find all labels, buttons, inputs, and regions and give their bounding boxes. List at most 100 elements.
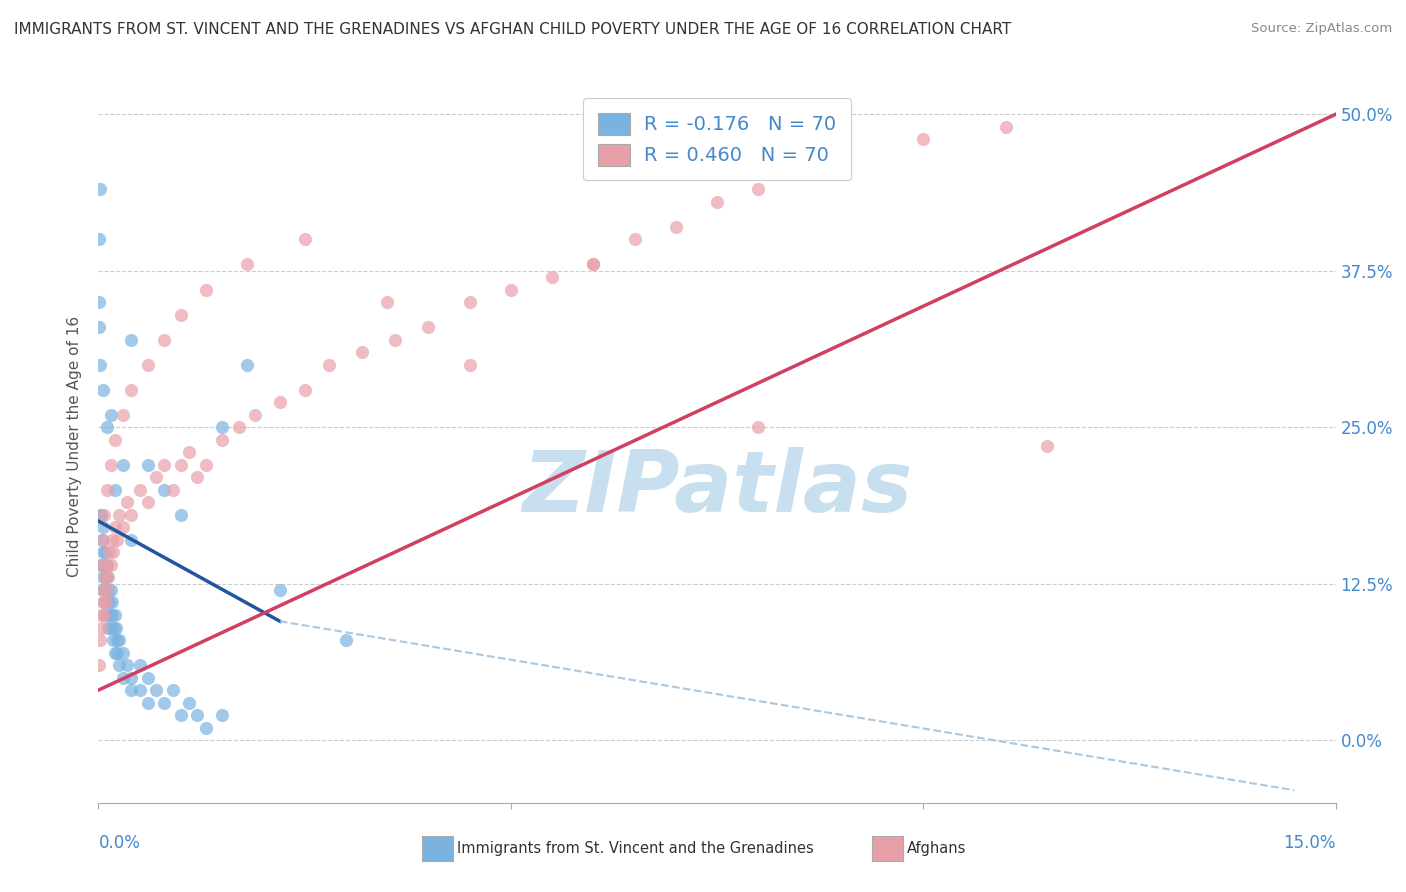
Point bbox=[90, 558, 112, 572]
Point bbox=[96, 582, 118, 597]
Point bbox=[269, 582, 291, 597]
Point bbox=[162, 483, 184, 497]
Point bbox=[93, 607, 115, 622]
Point bbox=[89, 295, 111, 310]
Text: Afghans: Afghans bbox=[907, 841, 966, 855]
Point bbox=[108, 658, 131, 673]
Point bbox=[194, 458, 217, 472]
Point bbox=[170, 508, 193, 522]
Text: 15.0%: 15.0% bbox=[1284, 834, 1336, 852]
Point bbox=[352, 345, 374, 359]
Point bbox=[747, 420, 769, 434]
Point bbox=[100, 595, 122, 609]
Point bbox=[91, 520, 114, 534]
Point bbox=[136, 358, 159, 372]
Point bbox=[1036, 439, 1059, 453]
Point bbox=[112, 458, 135, 472]
Point bbox=[541, 270, 564, 285]
Point bbox=[94, 582, 117, 597]
Point bbox=[418, 320, 440, 334]
Point bbox=[153, 483, 176, 497]
Point bbox=[375, 295, 398, 310]
Point bbox=[145, 683, 167, 698]
Point bbox=[236, 257, 259, 271]
Point bbox=[89, 358, 111, 372]
Point bbox=[96, 570, 118, 584]
Point bbox=[582, 257, 605, 271]
Point bbox=[136, 458, 159, 472]
Point bbox=[120, 671, 142, 685]
Point bbox=[94, 570, 117, 584]
Point bbox=[94, 570, 117, 584]
Point bbox=[93, 595, 115, 609]
Point bbox=[100, 582, 122, 597]
Point bbox=[179, 445, 201, 459]
Point bbox=[120, 533, 142, 547]
Point bbox=[211, 433, 233, 447]
Point bbox=[89, 658, 111, 673]
Point bbox=[145, 470, 167, 484]
Point bbox=[96, 595, 118, 609]
Point bbox=[186, 470, 208, 484]
Point bbox=[89, 633, 111, 648]
Point bbox=[112, 671, 135, 685]
Point bbox=[136, 495, 159, 509]
Point bbox=[112, 646, 135, 660]
Point bbox=[91, 570, 114, 584]
Point bbox=[294, 232, 316, 246]
Point bbox=[153, 458, 176, 472]
Point bbox=[100, 558, 122, 572]
Point bbox=[104, 607, 127, 622]
Point bbox=[120, 333, 142, 347]
Point bbox=[105, 633, 128, 648]
Legend: R = -0.176   N = 70, R = 0.460   N = 70: R = -0.176 N = 70, R = 0.460 N = 70 bbox=[583, 98, 851, 180]
Point bbox=[98, 607, 121, 622]
Y-axis label: Child Poverty Under the Age of 16: Child Poverty Under the Age of 16 bbox=[67, 316, 83, 576]
Point bbox=[105, 646, 128, 660]
Point bbox=[89, 320, 111, 334]
Text: ZIPatlas: ZIPatlas bbox=[522, 447, 912, 531]
Point bbox=[93, 545, 115, 559]
Point bbox=[112, 408, 135, 422]
Point bbox=[112, 520, 135, 534]
Point bbox=[104, 433, 127, 447]
Point bbox=[162, 683, 184, 698]
Point bbox=[89, 232, 111, 246]
Point bbox=[994, 120, 1017, 134]
Point bbox=[830, 157, 852, 171]
Point bbox=[211, 420, 233, 434]
Point bbox=[98, 595, 121, 609]
Point bbox=[91, 383, 114, 397]
Point bbox=[269, 395, 291, 409]
Point bbox=[90, 621, 112, 635]
Point bbox=[90, 533, 112, 547]
Point bbox=[90, 607, 112, 622]
Point bbox=[153, 333, 176, 347]
Point bbox=[103, 633, 125, 648]
Point bbox=[120, 683, 142, 698]
Text: Immigrants from St. Vincent and the Grenadines: Immigrants from St. Vincent and the Gren… bbox=[457, 841, 814, 855]
Point bbox=[458, 358, 481, 372]
Point bbox=[170, 308, 193, 322]
Point bbox=[912, 132, 935, 146]
Point bbox=[94, 545, 117, 559]
Point bbox=[128, 483, 150, 497]
Point bbox=[104, 646, 127, 660]
Point bbox=[117, 658, 139, 673]
Point bbox=[186, 708, 208, 723]
Point bbox=[194, 283, 217, 297]
Point bbox=[665, 219, 688, 234]
Point bbox=[98, 545, 121, 559]
Point bbox=[294, 383, 316, 397]
Point bbox=[103, 545, 125, 559]
Point bbox=[103, 621, 125, 635]
Point bbox=[100, 533, 122, 547]
Point bbox=[117, 495, 139, 509]
Point bbox=[97, 621, 120, 635]
Point bbox=[499, 283, 522, 297]
Point bbox=[91, 595, 114, 609]
Point bbox=[170, 458, 193, 472]
Point bbox=[108, 508, 131, 522]
Point bbox=[96, 483, 118, 497]
Point bbox=[105, 533, 128, 547]
